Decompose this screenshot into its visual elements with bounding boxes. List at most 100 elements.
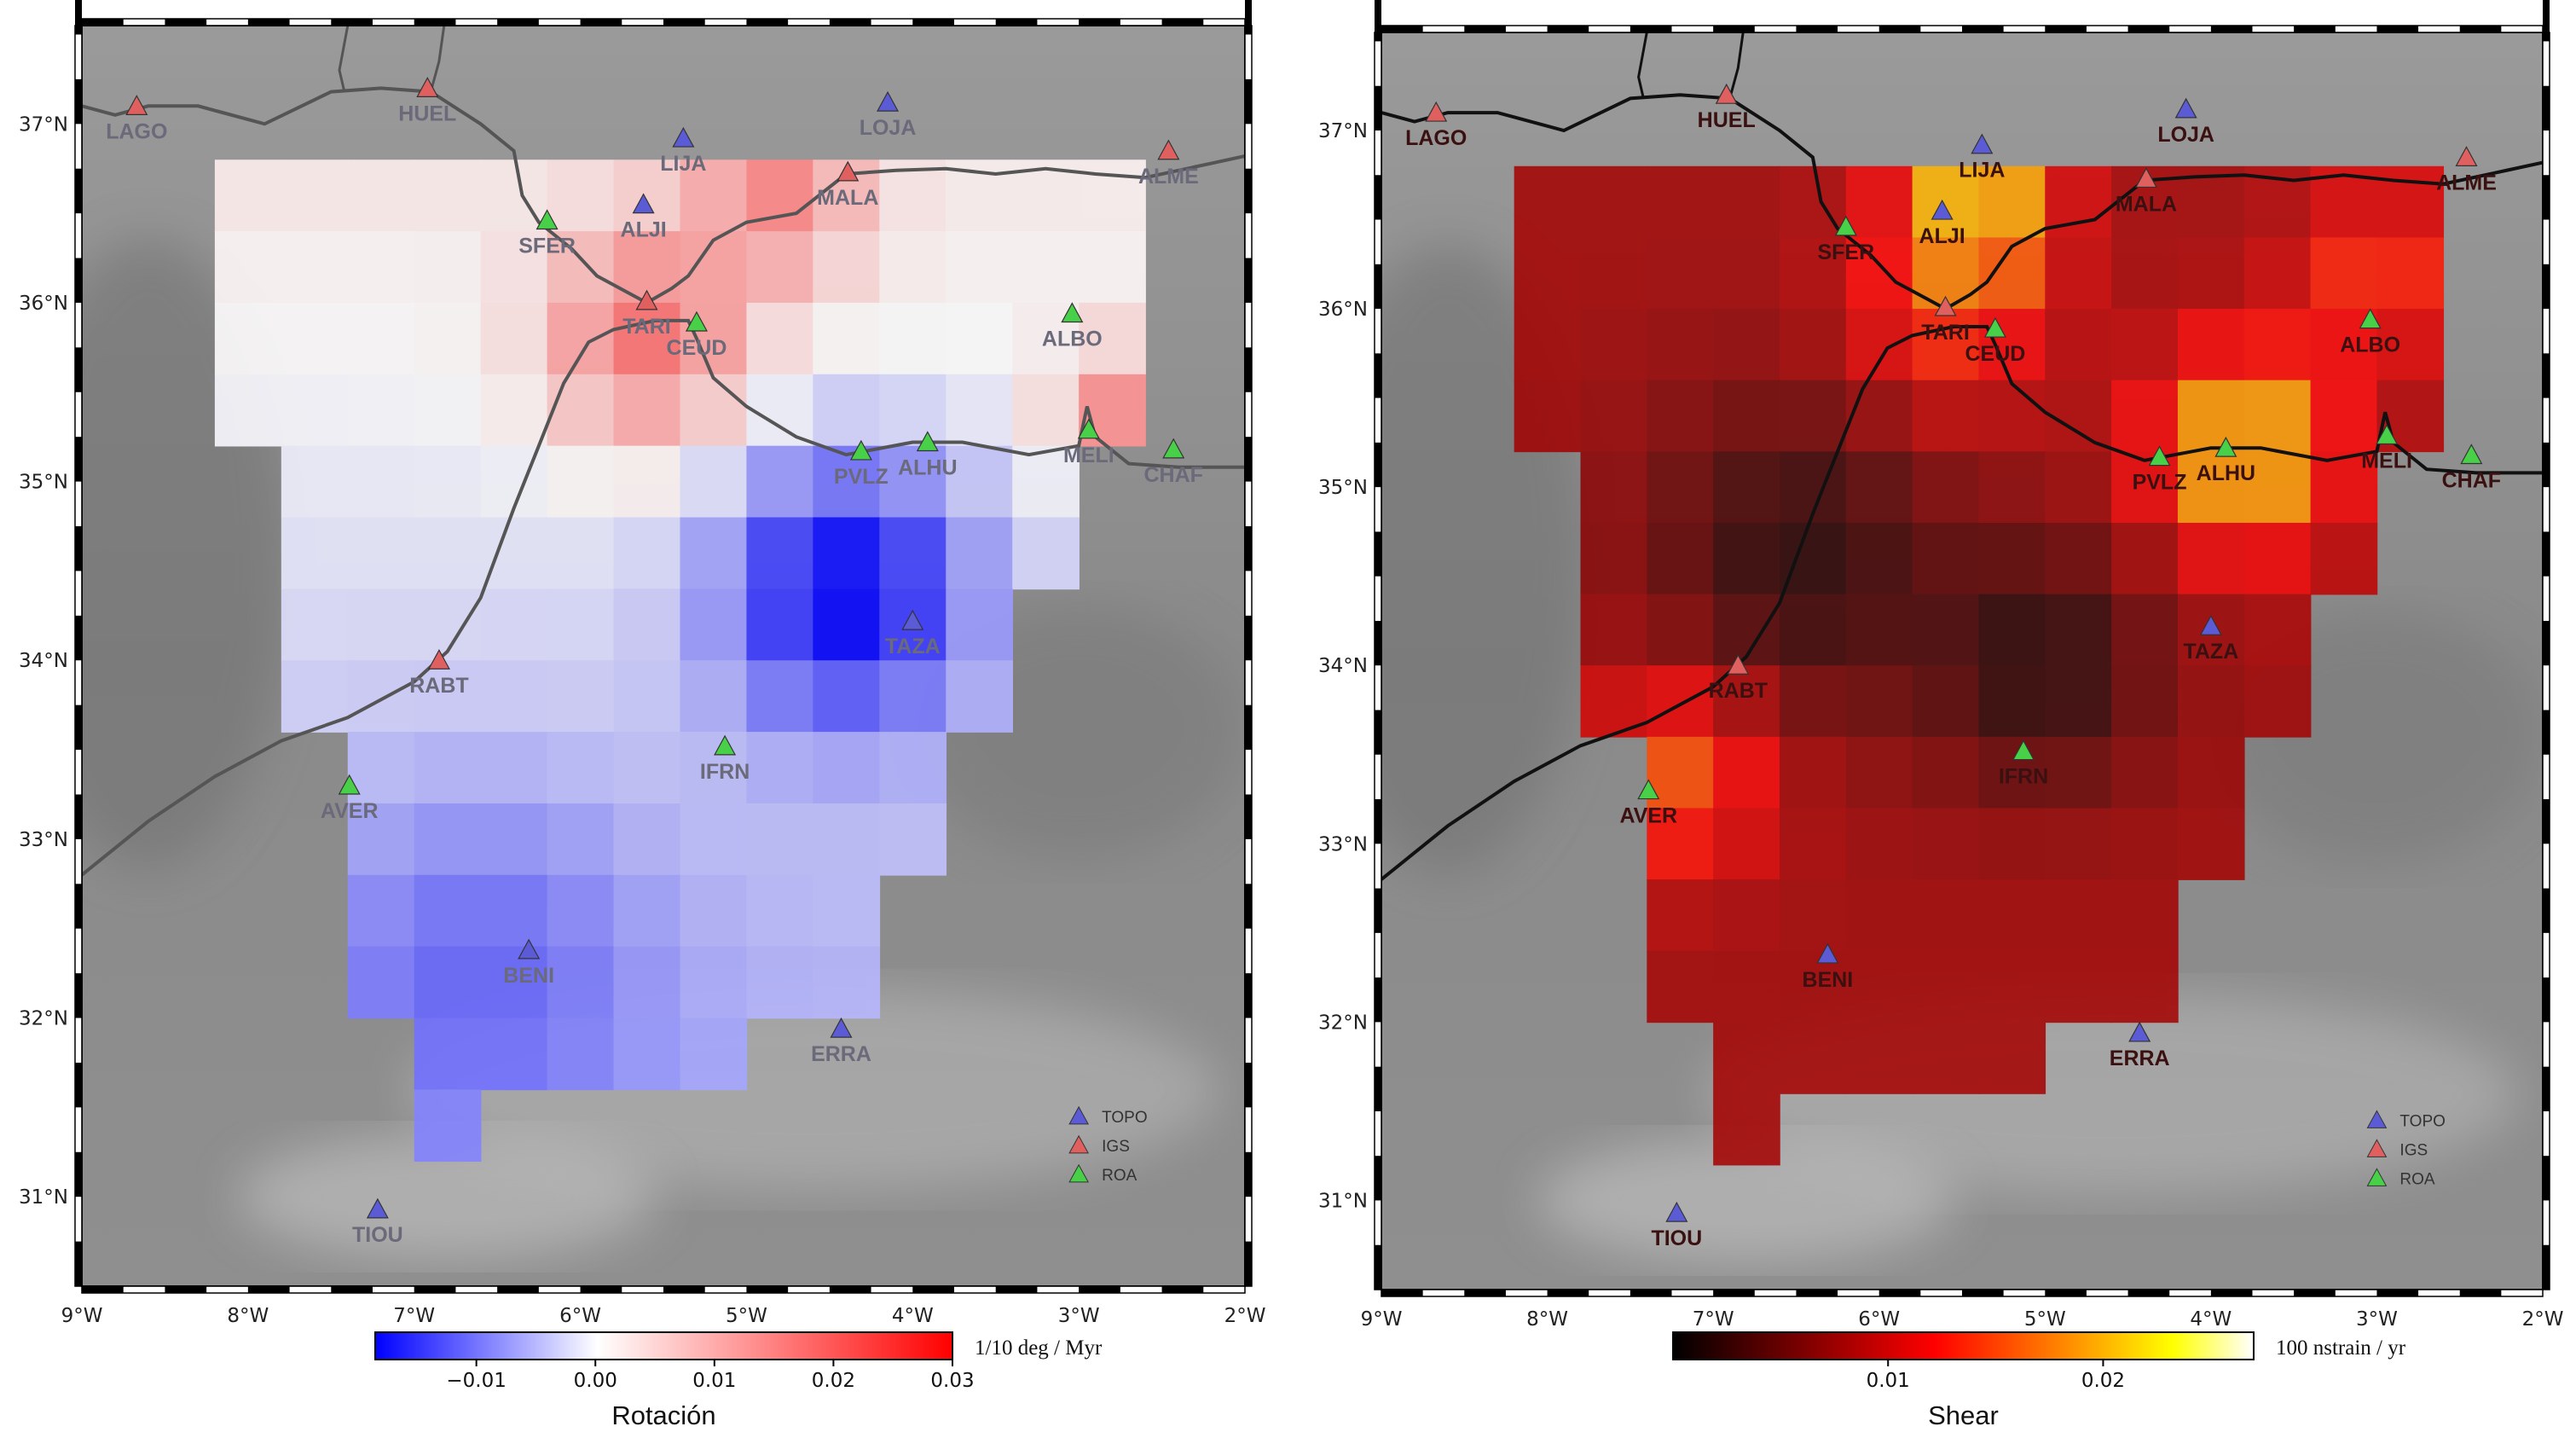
grid-cell	[1580, 237, 1648, 310]
grid-cell	[214, 231, 282, 304]
grid-cell	[680, 231, 748, 304]
grid-cell	[1978, 808, 2046, 880]
grid-cell	[680, 374, 748, 447]
grid-cell	[879, 732, 947, 804]
grid-cell	[1713, 950, 1780, 1023]
grid-cell	[2177, 808, 2245, 880]
grid-cell	[746, 660, 814, 733]
station-marker	[2148, 445, 2171, 467]
coastline-iberia	[82, 86, 1245, 305]
grid-cell	[1647, 309, 1714, 381]
grid-cell	[1012, 374, 1080, 447]
grid-cell	[2376, 237, 2445, 310]
grid-cell	[547, 302, 615, 375]
legend-marker	[1068, 1163, 1089, 1183]
station-tiou: TIOU	[352, 1197, 403, 1247]
station-marker	[916, 431, 939, 452]
station-tari: TARI	[622, 289, 671, 339]
grid-cell	[414, 803, 482, 876]
lon-tick-label: 3°W	[1058, 1305, 1100, 1327]
grid-cell	[1713, 451, 1780, 524]
grid-cell	[1912, 165, 1980, 239]
grid-cell	[2045, 309, 2112, 381]
station-marker	[1665, 1201, 1688, 1222]
station-label: RABT	[409, 674, 468, 698]
grid-cell	[2177, 237, 2245, 310]
station-marker	[1934, 295, 1957, 316]
station-taza: TAZA	[2183, 614, 2238, 664]
station-huel: HUEL	[398, 77, 456, 125]
station-marker	[1816, 942, 1839, 964]
grid-cell	[1514, 309, 1582, 381]
grid-cell	[680, 803, 748, 876]
grid-cell	[547, 803, 615, 876]
grid-cell	[2243, 665, 2312, 738]
station-loja: LOJA	[2157, 97, 2214, 147]
station-alme: ALME	[1138, 139, 1199, 188]
grid-cell	[2111, 309, 2179, 381]
grid-cell	[1079, 159, 1146, 232]
grid-cell	[1647, 522, 1714, 595]
station-marker	[1425, 101, 1448, 122]
colorbar-tick-label: 0.03	[930, 1370, 974, 1392]
grid-cell	[1647, 879, 1714, 952]
grid-cell	[680, 732, 748, 804]
grid-cell	[1978, 879, 2046, 952]
grid-cell	[1912, 808, 1980, 880]
station-label: TARI	[1921, 321, 1969, 345]
grid-cell	[480, 374, 548, 447]
grid-cell	[547, 159, 615, 232]
coastline-iberia	[1381, 93, 2543, 311]
grid-cell	[680, 589, 748, 662]
station-chaf: CHAF	[1143, 438, 1203, 487]
grid-cell	[414, 231, 482, 304]
rotation-field	[214, 159, 1146, 1163]
station-marker	[2455, 146, 2478, 166]
legend-label: IGS	[1102, 1138, 1130, 1156]
grid-cell	[1647, 451, 1714, 524]
station-label: BENI	[1803, 968, 1854, 992]
grid-cell	[2111, 879, 2179, 952]
grid-cell	[946, 517, 1013, 590]
grid-cell	[1845, 165, 1913, 239]
grid-cell	[613, 159, 681, 232]
grid-cell	[1779, 879, 1847, 952]
grid-cell	[2045, 237, 2112, 310]
grid-cell	[813, 874, 881, 948]
grid-cell	[2045, 594, 2112, 667]
grid-cell	[281, 302, 349, 375]
colorbar-tick-label: 0.02	[812, 1370, 855, 1392]
grid-cell	[2243, 309, 2312, 381]
station-alji: ALJI	[1919, 199, 1965, 248]
station-label: SFER	[518, 235, 576, 258]
lat-tick-label: 35°N	[1318, 477, 1368, 499]
grid-cell	[613, 374, 681, 447]
colorbar-tick-label: 0.00	[574, 1370, 617, 1392]
colorbar-unit: 1/10 deg / Myr	[975, 1337, 1103, 1360]
station-ifrn: IFRN	[1999, 739, 2048, 789]
station-aver: AVER	[321, 774, 379, 823]
grid-cell	[480, 589, 548, 662]
grid-cell	[1845, 380, 1913, 453]
grid-cell	[813, 803, 881, 876]
grid-cell	[2177, 522, 2245, 595]
grid-cell	[1912, 665, 1980, 738]
grid-cell	[347, 874, 415, 948]
grid-cell	[1079, 231, 1146, 304]
grid-cell	[1978, 736, 2046, 809]
grid-cell	[214, 374, 282, 447]
grid-cell	[1779, 309, 1847, 381]
lon-tick-label: 5°W	[2024, 1308, 2066, 1331]
grid-cell	[1713, 1022, 1780, 1094]
border-line	[1637, 32, 1648, 99]
grid-cell	[414, 1018, 482, 1091]
station-marker	[836, 160, 860, 182]
network-legend: TOPO IGS ROA	[1068, 1105, 1148, 1185]
station-meli: MELI	[1063, 418, 1114, 467]
grid-cell	[414, 946, 482, 1019]
grid-cell	[613, 445, 681, 519]
station-label: ALHU	[898, 455, 957, 479]
grid-cell	[1012, 517, 1080, 590]
grid-cell	[879, 803, 947, 876]
grid-cell	[547, 1018, 615, 1091]
